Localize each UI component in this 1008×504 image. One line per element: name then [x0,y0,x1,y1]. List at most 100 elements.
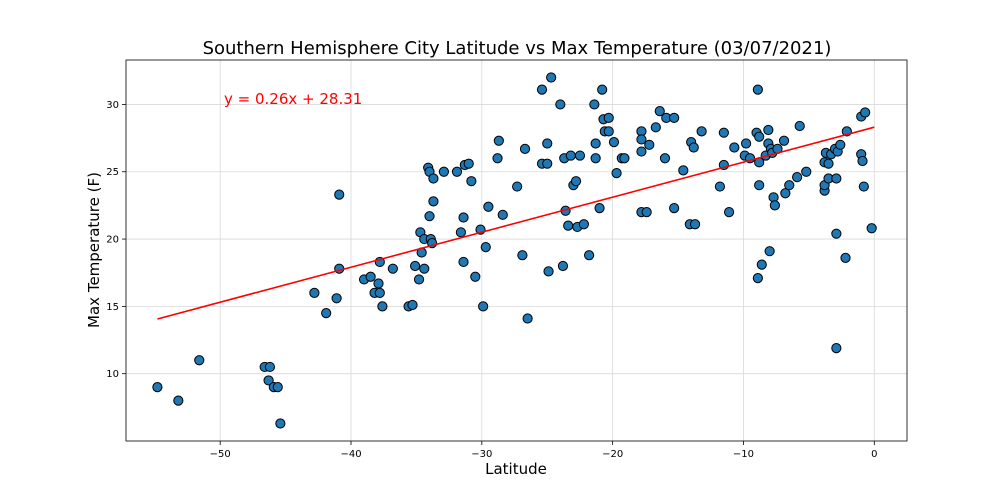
data-point [493,135,504,146]
data-point [466,176,477,187]
data-point [428,196,439,207]
data-point [857,155,868,167]
data-point [659,153,671,164]
data-point [594,202,605,214]
y-axis-label: Max Temperature (F) [85,172,103,328]
data-point [597,84,608,95]
y-tick-label: 25 [106,167,119,178]
data-point [424,211,435,222]
data-point [387,263,398,274]
data-point [778,135,790,146]
data-point [557,260,569,272]
plot-frame [125,59,908,442]
data-point [542,158,553,169]
data-point [754,180,765,191]
data-point [611,167,622,179]
data-point [835,139,846,150]
x-tick-label: 0 [871,449,877,460]
data-point [410,260,421,272]
data-point [718,127,729,138]
data-point [669,202,680,214]
data-point [419,263,430,274]
grid [126,60,907,441]
data-point [497,209,508,220]
data-point [152,382,163,393]
data-point [519,143,531,154]
data-point [334,189,345,200]
data-point [584,250,595,261]
data-point [858,181,869,192]
data-point [650,122,661,133]
data-point [574,150,586,161]
data-point [763,124,774,136]
data-point [555,99,566,110]
data-point [603,126,614,137]
data-point [458,212,469,223]
x-tick-label: −10 [733,449,754,460]
data-point [678,165,689,176]
data-point [754,131,765,142]
data-point [365,271,376,282]
data-point [823,158,834,169]
data-point [309,287,320,299]
data-point [654,106,665,117]
data-point [428,173,439,184]
data-point [589,99,600,110]
data-point [321,308,332,319]
data-point [636,146,647,157]
x-tick-label: −30 [471,449,492,460]
data-point [688,142,699,153]
data-point [756,259,767,270]
data-point [780,188,791,199]
data-point [458,256,469,268]
data-point [263,375,274,386]
data-point [689,219,701,230]
data-point [641,207,652,218]
data-point [478,301,489,312]
data-point [866,223,877,234]
data-point [644,139,655,150]
data-point [831,228,842,239]
data-point [714,181,726,192]
data-point [413,274,425,285]
data-point [669,112,680,123]
data-point [860,107,871,118]
data-point [483,201,494,212]
data-point [729,142,740,153]
data-point [831,343,842,354]
data-point [546,72,557,83]
data-point [792,172,803,183]
data-point [331,293,342,304]
data-point [784,180,795,191]
data-point [470,271,481,282]
data-point [374,287,385,299]
data-point [275,418,286,429]
x-tick-label: −50 [210,449,231,460]
regression-equation: y = 0.26x + 28.31 [224,90,362,108]
data-point [438,166,449,177]
data-point [764,246,775,257]
x-tick-label: −40 [340,449,361,460]
data-point [512,181,523,192]
data-point [173,395,184,406]
data-point [696,126,707,137]
data-point [578,219,589,230]
data-point [723,207,735,218]
data-point [769,200,780,211]
data-point [603,112,614,123]
data-point [570,176,582,187]
axis-ticks: −50 −40 −30 −20 −10 0 10 15 20 25 30 [106,100,877,460]
data-point [455,227,467,238]
data-point [801,166,812,177]
y-tick-label: 10 [106,369,119,380]
data-point [565,150,576,161]
data-point [752,84,763,95]
data-point [740,138,752,149]
data-point [272,382,283,393]
chart-title: Southern Hemisphere City Latitude vs Max… [203,38,832,59]
data-point [542,138,553,149]
regression-line-group [157,126,875,320]
data-point [590,138,601,149]
data-point [407,299,418,311]
